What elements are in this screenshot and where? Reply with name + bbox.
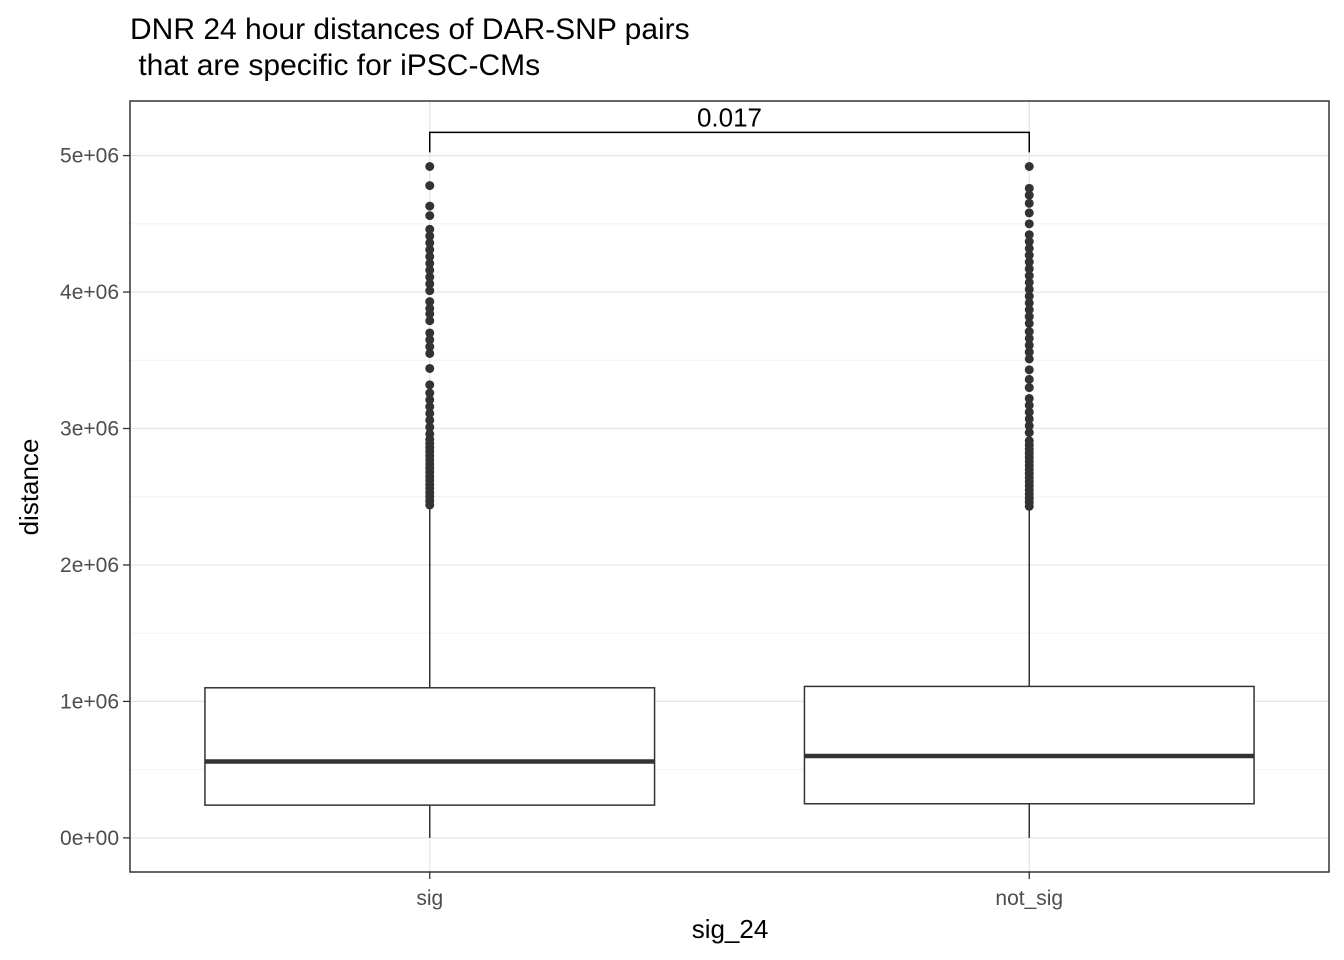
outlier-point <box>1024 284 1034 294</box>
outlier-point <box>1024 190 1034 200</box>
outlier-point <box>425 245 435 255</box>
outlier-point <box>425 408 435 418</box>
outlier-point <box>1024 250 1034 260</box>
outlier-point <box>425 211 435 221</box>
chart-title-line-2: that are specific for iPSC-CMs <box>130 49 541 82</box>
chart-title: DNR 24 hour distances of DAR-SNP pairs t… <box>130 12 690 84</box>
y-tick-label: 3e+06 <box>60 418 119 441</box>
outlier-point <box>1024 237 1034 247</box>
outlier-point <box>425 297 435 307</box>
axes: 0e+00 1e+06 2e+06 3e+06 4e+06 5e+06 sig not_sig <box>60 145 1063 910</box>
outlier-point <box>425 265 435 275</box>
outlier-point <box>425 429 435 439</box>
outlier-point <box>1024 243 1034 253</box>
outlier-point <box>425 316 435 326</box>
y-axis-title: distance <box>14 439 44 536</box>
outlier-point <box>1024 312 1034 322</box>
outlier-point <box>425 224 435 234</box>
outlier-point <box>425 395 435 405</box>
outlier-point <box>1024 407 1034 417</box>
outlier-point <box>425 252 435 262</box>
outlier-point <box>1024 230 1034 240</box>
outlier-point <box>1024 305 1034 315</box>
outlier-point <box>425 335 435 345</box>
y-tick-label: 2e+06 <box>60 554 119 577</box>
outlier-point <box>1024 354 1034 364</box>
outlier-point <box>425 380 435 390</box>
outlier-point <box>1024 340 1034 350</box>
outlier-point <box>425 238 435 248</box>
outlier-point <box>1024 291 1034 301</box>
outlier-point <box>1024 436 1034 446</box>
outlier-point <box>425 303 435 313</box>
outlier-point <box>1024 318 1034 328</box>
outlier-point <box>1024 428 1034 438</box>
outlier-point <box>425 201 435 211</box>
grid-lines <box>130 101 1329 872</box>
outlier-point <box>1024 333 1034 343</box>
outlier-point <box>1024 327 1034 337</box>
outlier-point <box>425 422 435 432</box>
outlier-point <box>1024 383 1034 393</box>
outlier-point <box>425 231 435 241</box>
y-tick-label: 0e+00 <box>60 827 119 850</box>
box-not_sig <box>803 162 1255 838</box>
outlier-point <box>425 342 435 352</box>
significance-annotation: 0.017 <box>429 102 1030 153</box>
outlier-point <box>1024 264 1034 274</box>
x-axis-title: sig_24 <box>692 914 769 944</box>
p-value-label: 0.017 <box>697 102 762 132</box>
outlier-point <box>1024 365 1034 375</box>
outlier-point <box>425 258 435 268</box>
outlier-point <box>425 328 435 338</box>
outlier-point <box>425 286 435 296</box>
outlier-point <box>425 415 435 425</box>
plot-panel-border <box>129 100 1330 873</box>
x-tick-label: sig <box>416 887 443 910</box>
outlier-point <box>1024 393 1034 403</box>
outlier-point <box>425 388 435 398</box>
outlier-point <box>425 363 435 373</box>
outlier-point <box>425 402 435 412</box>
chart-title-line-1: DNR 24 hour distances of DAR-SNP pairs <box>130 13 690 46</box>
boxes <box>204 162 1255 838</box>
outlier-point <box>1024 374 1034 384</box>
outlier-point <box>1024 162 1034 172</box>
box-iqr <box>204 687 656 806</box>
outlier-point <box>1024 219 1034 229</box>
outlier-point <box>1024 271 1034 281</box>
box-iqr <box>803 685 1255 805</box>
outlier-point <box>1024 400 1034 410</box>
outlier-point <box>425 272 435 282</box>
x-tick-label: not_sig <box>995 887 1063 910</box>
y-tick-label: 5e+06 <box>60 145 119 168</box>
outlier-point <box>1024 198 1034 208</box>
outlier-point <box>1024 208 1034 218</box>
outlier-point <box>1024 257 1034 267</box>
box-sig <box>204 162 656 838</box>
outlier-point <box>1024 421 1034 431</box>
outlier-point <box>1024 298 1034 308</box>
outlier-point <box>1024 347 1034 357</box>
outlier-point <box>1024 277 1034 287</box>
outlier-point <box>425 181 435 191</box>
outlier-point <box>1024 183 1034 193</box>
outlier-point <box>1024 414 1034 424</box>
significance-bracket <box>429 131 1030 153</box>
outlier-point <box>425 279 435 289</box>
outlier-point <box>425 348 435 358</box>
y-tick-label: 1e+06 <box>60 690 119 713</box>
y-tick-label: 4e+06 <box>60 281 119 304</box>
outlier-point <box>425 162 435 172</box>
